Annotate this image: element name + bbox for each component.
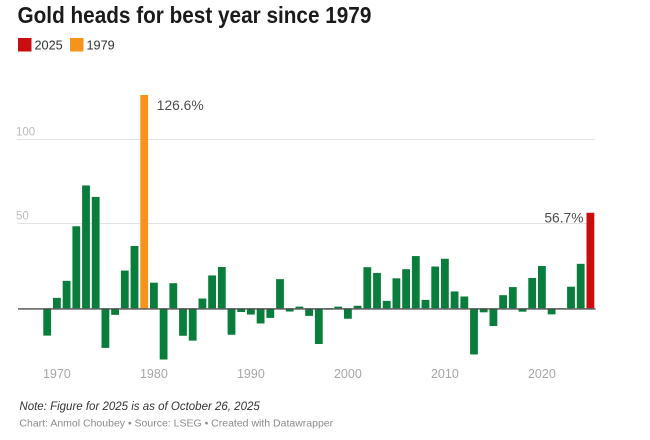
svg-text:2000: 2000 <box>334 367 362 381</box>
svg-text:1979: 1979 <box>87 39 115 53</box>
svg-text:1970: 1970 <box>43 367 71 381</box>
svg-text:Gold heads for best year since: Gold heads for best year since 1979 <box>18 2 372 29</box>
svg-text:2010: 2010 <box>431 367 459 381</box>
svg-text:50: 50 <box>16 211 29 223</box>
svg-text:100: 100 <box>16 127 35 139</box>
svg-text:1980: 1980 <box>140 367 168 381</box>
svg-text:1990: 1990 <box>237 367 265 381</box>
svg-text:126.6%: 126.6% <box>157 98 204 113</box>
svg-text:Note: Figure for 2025 is as of: Note: Figure for 2025 is as of October 2… <box>19 401 260 413</box>
svg-text:Chart: Anmol Choubey • Source:: Chart: Anmol Choubey • Source: LSEG • Cr… <box>19 418 333 430</box>
svg-text:2025: 2025 <box>35 39 63 53</box>
svg-text:56.7%: 56.7% <box>544 210 583 225</box>
svg-text:2020: 2020 <box>528 367 556 381</box>
